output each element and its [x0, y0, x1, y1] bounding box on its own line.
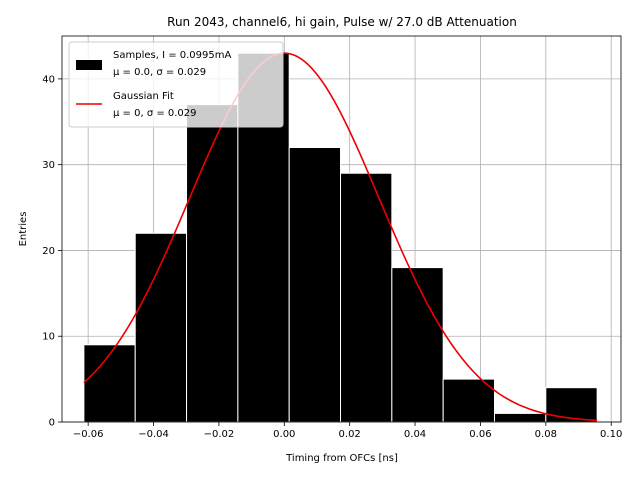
y-tick-label: 0	[49, 418, 55, 429]
fit-curve	[83, 52, 598, 422]
x-tick-label: 0.08	[535, 429, 557, 440]
x-tick-label: 0.10	[600, 429, 622, 440]
chart-title: Run 2043, channel6, hi gain, Pulse w/ 27…	[167, 15, 517, 29]
plot-frame	[61, 35, 622, 423]
y-axis-ticks: 0 10 20 30 40	[42, 74, 62, 429]
histogram-bar	[288, 147, 342, 423]
legend-label-fit-line1: Gaussian Fit	[113, 91, 174, 102]
histogram-bar	[186, 104, 239, 423]
y-axis-label: Entries	[18, 212, 29, 247]
histogram-bar	[545, 387, 598, 423]
legend-patch-samples	[76, 60, 102, 70]
x-tick-label: 0.02	[339, 429, 361, 440]
histogram-bar	[340, 172, 393, 423]
y-tick-label: 40	[42, 74, 55, 85]
legend-label-samples-line2: μ = 0.0, σ = 0.029	[113, 67, 206, 78]
x-tick-label: −0.02	[204, 429, 235, 440]
histogram-bar	[442, 378, 495, 423]
x-tick-label: 0.06	[469, 429, 491, 440]
x-tick-label: −0.06	[73, 429, 104, 440]
gaussian-fit-line	[83, 52, 598, 422]
x-tick-label: 0.00	[273, 429, 295, 440]
x-axis-ticks: −0.06 −0.04 −0.02 0.00 0.02 0.04 0.06 0.08 0.10	[73, 422, 622, 440]
y-tick-label: 10	[42, 332, 55, 343]
histogram-bar	[391, 267, 444, 423]
y-tick-label: 20	[42, 246, 55, 257]
histogram-bar	[493, 412, 547, 423]
legend-box	[68, 41, 284, 128]
x-tick-label: −0.04	[138, 429, 169, 440]
legend-label-samples-line1: Samples, I = 0.0995mA	[113, 50, 231, 61]
y-tick-label: 30	[42, 160, 55, 171]
legend: Samples, I = 0.0995mA μ = 0.0, σ = 0.029…	[68, 41, 284, 128]
legend-label-fit-line2: μ = 0, σ = 0.029	[113, 108, 197, 119]
histogram-bars	[83, 52, 598, 423]
histogram-bar	[83, 344, 136, 423]
histogram-bar	[134, 232, 188, 423]
x-tick-label: 0.04	[404, 429, 426, 440]
x-axis-label: Timing from OFCs [ns]	[285, 453, 398, 464]
